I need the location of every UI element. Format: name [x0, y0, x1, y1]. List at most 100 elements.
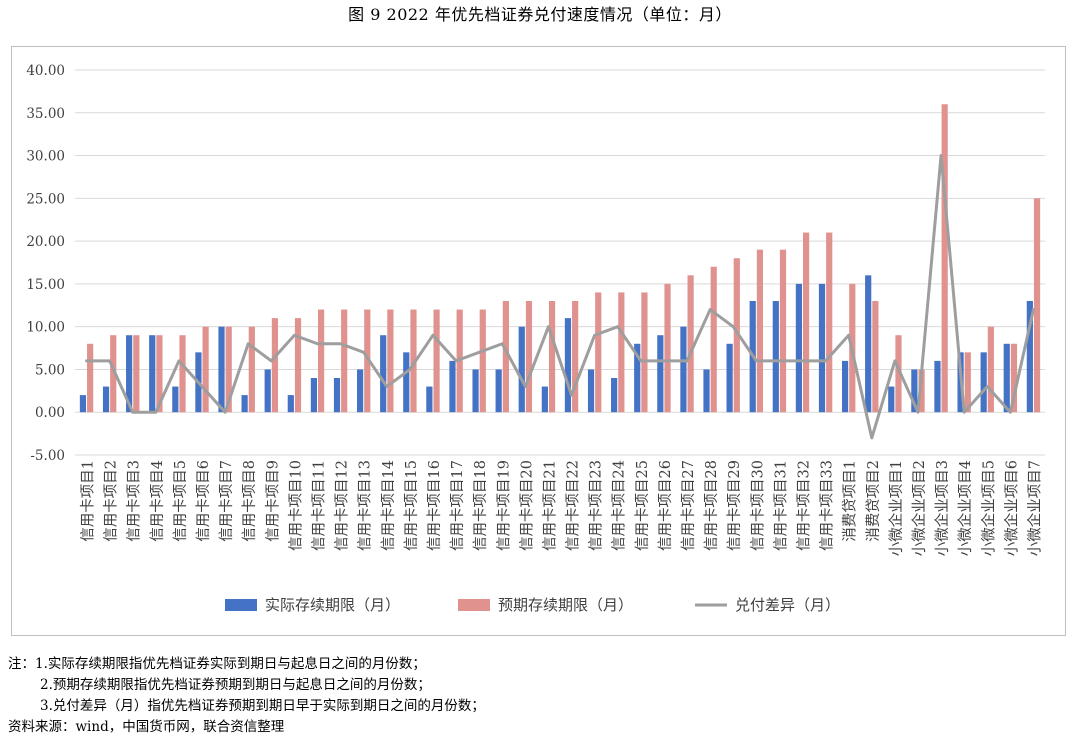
legend-label: 兑付差异（月） [735, 596, 840, 614]
x-tick-label: 信用卡项目7 [218, 460, 235, 542]
note-1: 注：1.实际存续期限指优先档证券实际到期日与起息日之间的月份数； [8, 656, 426, 672]
bar-expected [133, 335, 140, 413]
y-tick-label: 35.00 [26, 106, 65, 122]
x-tick-label: 信用卡项目11 [311, 460, 328, 551]
bar-actual [657, 335, 664, 413]
bar-actual [841, 360, 849, 413]
y-tick-label: 10.00 [26, 320, 65, 336]
x-tick-label: 信用卡项目23 [588, 460, 605, 551]
note-3: 3.兑付差异（月）指优先档证券预期到期日早于实际到期日之间的月份数； [40, 698, 485, 714]
x-tick-label: 小微企业项目6 [1002, 460, 1020, 556]
y-tick-label: 5.00 [35, 362, 65, 378]
x-tick-label: 信用卡项目16 [426, 460, 443, 551]
bar-actual [726, 343, 733, 413]
bar-expected [341, 309, 348, 413]
bar-actual [380, 335, 387, 413]
bar-actual [172, 386, 179, 413]
bar-expected [756, 249, 764, 413]
bar-actual [865, 275, 872, 413]
bar-expected [156, 335, 163, 413]
x-tick-label: 小微企业项目1 [887, 460, 905, 556]
bar-actual [333, 378, 341, 413]
bar-actual [495, 369, 502, 413]
x-tick-label: 消费贷项目1 [842, 460, 859, 542]
bar-expected [548, 301, 556, 413]
bar-actual [634, 343, 641, 413]
bar-expected [941, 104, 948, 413]
y-tick-label: 15.00 [26, 277, 65, 293]
chart-frame: 40.00 35.00 30.00 25.00 20.00 15.00 10.00 5.00 0… [11, 46, 1066, 636]
x-tick-label: 信用卡项目20 [518, 460, 535, 551]
x-tick-label: 信用卡项目29 [726, 460, 743, 551]
bar-actual [611, 378, 618, 413]
bar-actual [403, 352, 410, 413]
bar-actual [472, 369, 479, 413]
x-tick-label: 信用卡项目18 [472, 460, 489, 551]
bar-actual [449, 360, 456, 413]
bar-actual [1026, 301, 1033, 413]
x-tick-label: 信用卡项目19 [495, 460, 512, 551]
bar-actual [911, 369, 918, 413]
y-tick-label: 0.00 [35, 405, 65, 421]
note-2: 2.预期存续期限指优先档证券预期到期日与起息日之间的月份数； [40, 677, 431, 693]
bar-expected [733, 258, 740, 413]
x-tick-label: 小微企业项目4 [956, 460, 974, 556]
bar-expected [479, 309, 486, 413]
bar-expected [202, 326, 209, 413]
legend-label: 预期存续期限（月） [498, 596, 633, 614]
x-tick-label: 信用卡项目27 [680, 460, 697, 551]
bar-expected [225, 326, 232, 413]
legend-swatch [458, 599, 490, 611]
bar-expected [410, 309, 417, 413]
y-tick-label: 30.00 [26, 149, 65, 165]
y-tick-label: 40.00 [26, 63, 65, 79]
x-tick-label: 信用卡项目28 [703, 460, 720, 551]
y-tick-label: 25.00 [26, 191, 65, 207]
bar-expected [318, 309, 325, 413]
bar-expected [1010, 343, 1018, 413]
bar-expected [710, 266, 717, 413]
bar-actual [888, 386, 895, 413]
x-tick-label: 信用卡项目13 [357, 460, 374, 551]
bar-actual [264, 369, 271, 413]
x-tick-label: 信用卡项目25 [634, 460, 651, 551]
bar-actual [818, 283, 826, 413]
bar-expected [918, 369, 925, 413]
bar-actual [934, 360, 941, 413]
x-tick-label: 小微企业项目3 [933, 460, 951, 556]
x-tick-label: 信用卡项目3 [126, 460, 143, 542]
x-tick-label: 信用卡项目15 [403, 460, 420, 551]
bar-actual [102, 386, 110, 413]
bar-expected [779, 249, 787, 413]
x-tick-label: 信用卡项目5 [172, 460, 189, 542]
bar-actual [518, 326, 525, 413]
bar-expected [364, 309, 371, 413]
bar-expected [294, 318, 302, 413]
bar-expected [271, 318, 279, 413]
data-source: 资料来源：wind，中国货币网，联合资信整理 [8, 719, 285, 735]
x-tick-label: 信用卡项目6 [195, 460, 212, 542]
x-tick-label: 信用卡项目22 [565, 460, 582, 551]
bar-expected [595, 292, 602, 413]
bar-line-chart: 40.00 35.00 30.00 25.00 20.00 15.00 10.00 5.00 0… [26, 63, 1045, 614]
bar-actual [287, 395, 294, 413]
bar-actual [241, 395, 248, 413]
bar-expected [179, 335, 186, 413]
bar-expected [433, 309, 440, 413]
bar-expected [248, 326, 255, 413]
x-tick-label: 信用卡项目30 [749, 460, 766, 551]
bar-actual [587, 369, 595, 413]
bar-actual [310, 378, 317, 413]
legend-swatch [225, 599, 257, 611]
x-tick-label: 信用卡项目31 [772, 460, 789, 551]
legend-label: 实际存续期限（月） [265, 596, 400, 614]
x-tick-label: 小微企业项目5 [979, 460, 997, 556]
x-tick-label: 信用卡项目21 [541, 460, 558, 551]
x-tick-label: 信用卡项目14 [380, 460, 397, 551]
figure-title: 图 9 2022 年优先档证券兑付速度情况（单位：月） [348, 5, 732, 24]
bar-actual [126, 335, 133, 413]
bar-actual [356, 369, 364, 413]
bar-expected [387, 309, 394, 413]
line-payment-gap [85, 154, 1035, 440]
bar-expected [664, 283, 671, 413]
